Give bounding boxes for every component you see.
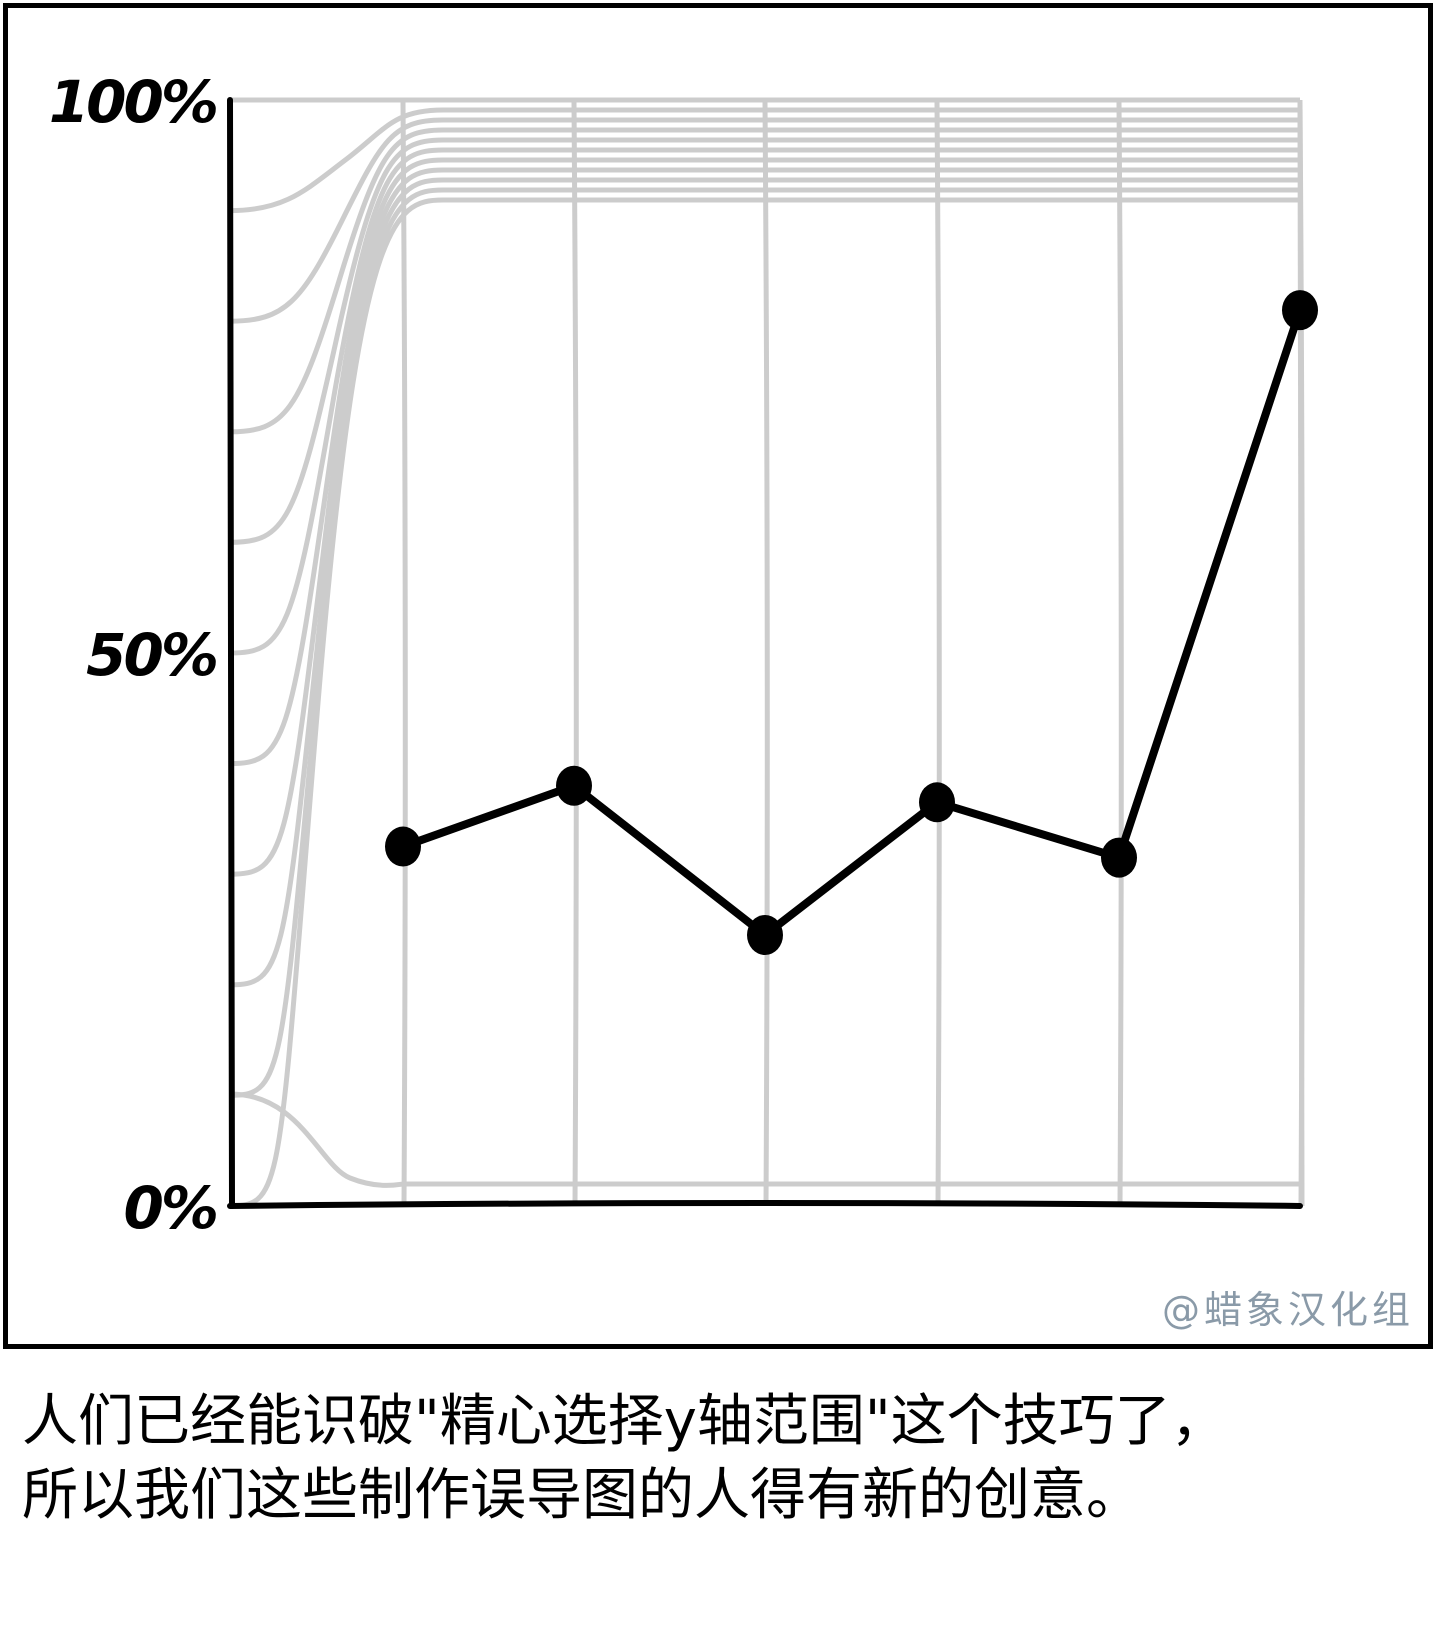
x-axis (227, 1200, 1303, 1209)
grid-lines (229, 97, 1305, 1209)
y-axis (227, 97, 235, 1209)
line-chart: 0% 50% 100% (49, 68, 1318, 1242)
grid-line-right (1297, 99, 1305, 1207)
data-series (385, 290, 1318, 956)
grid-line-horizontal (229, 137, 1300, 545)
caption-line-1: 人们已经能识破"精心选择y轴范围"这个技巧了， (22, 1389, 1227, 1454)
grid-line-horizontal (229, 167, 1300, 877)
data-point (919, 782, 955, 823)
y-tick-labels: 0% 50% 100% (49, 68, 219, 1242)
y-tick-label: 50% (86, 621, 216, 689)
grid-line-vertical (571, 101, 579, 1207)
grid-line-vertical (400, 101, 408, 1207)
watermark: @蜡象汉化组 (1161, 1288, 1414, 1332)
data-point (1101, 837, 1137, 878)
data-point (1282, 290, 1318, 331)
series-line (399, 306, 1304, 940)
grid-line-horizontal (229, 197, 1300, 1209)
data-point (556, 765, 592, 806)
grid-line-vertical (1116, 101, 1124, 1207)
axes (227, 97, 1303, 1209)
grid-line-vertical (934, 101, 942, 1207)
grid-line-horizontal (229, 147, 1300, 656)
grid-line-horizontal (229, 157, 1300, 767)
grid-line-horizontal (229, 107, 1300, 214)
grid-line-horizontal (229, 117, 1300, 324)
caption: 人们已经能识破"精心选择y轴范围"这个技巧了， 所以我们这些制作误导图的人得有新… (22, 1385, 1422, 1533)
data-point (747, 915, 783, 956)
data-point (385, 826, 421, 867)
grid-line-vertical (762, 101, 770, 1207)
grid-line-horizontal (229, 127, 1300, 435)
grid-line-horizontal (229, 1091, 1300, 1188)
y-tick-label: 100% (49, 68, 216, 136)
caption-line-2: 所以我们这些制作误导图的人得有新的创意。 (22, 1462, 1142, 1528)
y-tick-label: 0% (124, 1174, 216, 1242)
comic-panel: 0% 50% 100% @蜡象汉化组 (3, 3, 1433, 1349)
grid-line-horizontal (229, 177, 1300, 988)
